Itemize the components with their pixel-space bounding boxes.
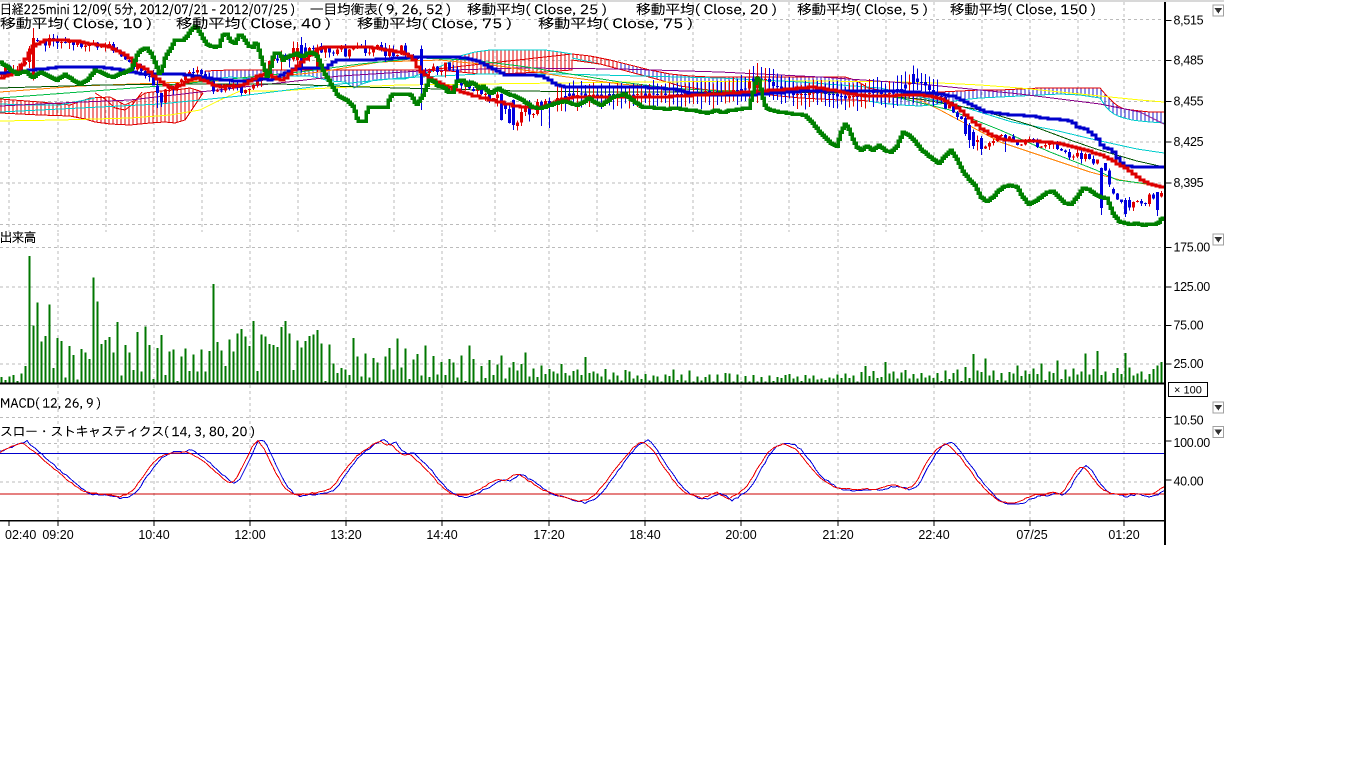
- svg-text:25.00: 25.00: [1174, 357, 1204, 371]
- svg-text:8,485: 8,485: [1174, 54, 1204, 68]
- svg-text:01:20: 01:20: [1108, 528, 1139, 542]
- svg-text:75.00: 75.00: [1174, 319, 1204, 333]
- svg-text:20:00: 20:00: [725, 528, 756, 542]
- svg-text:10:40: 10:40: [138, 528, 169, 542]
- svg-text:8,395: 8,395: [1174, 176, 1204, 190]
- svg-text:09:20: 09:20: [42, 528, 73, 542]
- svg-text:8,425: 8,425: [1174, 135, 1204, 149]
- svg-text:17:20: 17:20: [533, 528, 564, 542]
- svg-text:18:40: 18:40: [629, 528, 660, 542]
- svg-text:21:20: 21:20: [822, 528, 853, 542]
- svg-text:07/25: 07/25: [1016, 528, 1047, 542]
- svg-text:02:40: 02:40: [5, 528, 36, 542]
- svg-text:125.00: 125.00: [1174, 280, 1211, 294]
- svg-text:14:40: 14:40: [426, 528, 457, 542]
- svg-text:175.00: 175.00: [1174, 241, 1211, 255]
- svg-text:100.00: 100.00: [1174, 436, 1211, 450]
- svg-text:40.00: 40.00: [1174, 475, 1204, 489]
- svg-text:13:20: 13:20: [330, 528, 361, 542]
- svg-text:22:40: 22:40: [918, 528, 949, 542]
- svg-text:10.50: 10.50: [1174, 414, 1204, 428]
- svg-text:12:00: 12:00: [234, 528, 265, 542]
- svg-text:8,455: 8,455: [1174, 95, 1204, 109]
- svg-text:× 100: × 100: [1174, 385, 1202, 397]
- svg-text:8,515: 8,515: [1174, 14, 1204, 28]
